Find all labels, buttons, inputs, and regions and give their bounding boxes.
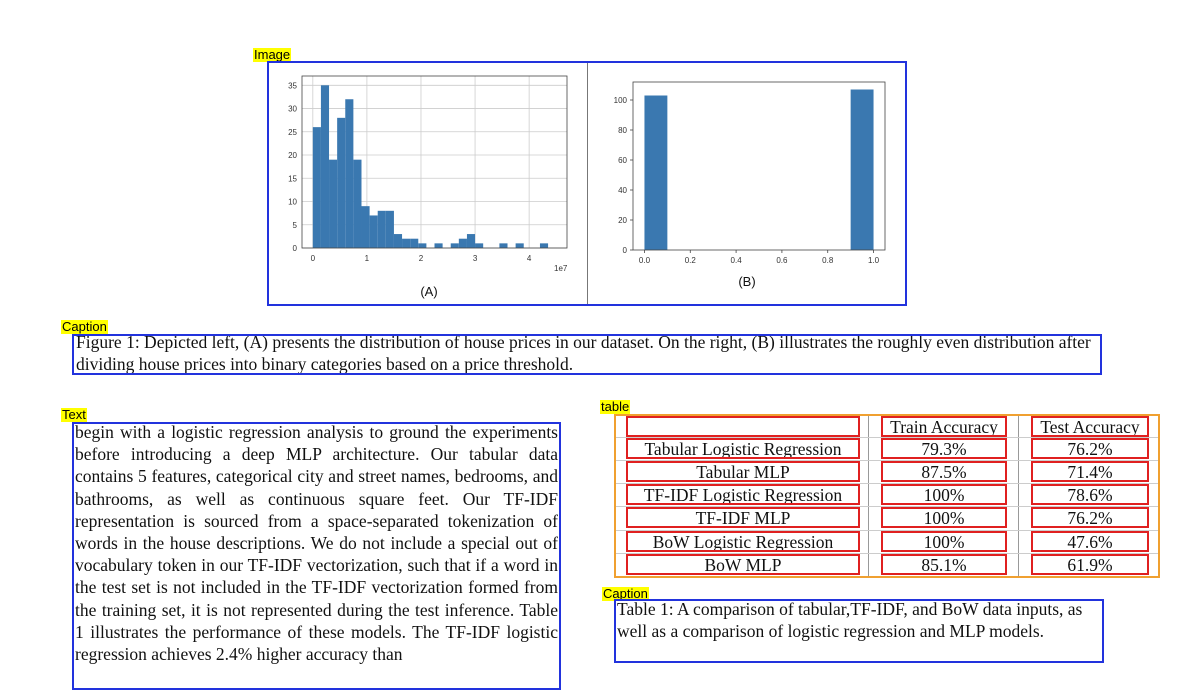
x-tick-label: 3 [473,254,478,263]
table-cell: 78.6% [1031,484,1149,505]
histogram-bar [385,210,394,248]
table-row-rule [616,483,1158,484]
y-tick-label: 30 [288,105,297,114]
y-tick-label: 20 [288,151,297,160]
layout-label-caption: Caption [61,319,108,334]
y-tick-label: 15 [288,174,297,183]
panel-label-a: (A) [420,284,437,299]
x-tick-label: 2 [419,254,424,263]
layout-label-image: Image [253,47,292,62]
histogram-bar [410,238,419,248]
figure-region: 0 5 10 15 20 25 30 35 0 1 2 3 4 1e7 (A) 0 20 40 60 80 10… [267,61,907,306]
table-cell: Tabular Logistic Regression [626,438,860,459]
y-tick-label: 5 [293,221,298,230]
x-tick-label: 0.6 [776,256,788,265]
table-column-separator [1018,416,1019,576]
histogram-bar [539,243,549,248]
histogram-bar [320,85,330,248]
table-caption-text: Table 1: A comparison of tabular,TF-IDF,… [617,599,1083,641]
table-cell: 100% [881,484,1007,505]
histogram-bar [377,210,386,248]
plot-frame [301,75,568,249]
y-tick-label: 0 [293,244,298,253]
histogram-bar [361,206,370,248]
table-cell: TF-IDF MLP [626,507,860,528]
histogram-bar [337,117,346,249]
y-tick-label: 40 [618,186,627,195]
table-cell: 61.9% [1031,554,1149,575]
layout-label-caption-2: Caption [602,586,649,601]
table-cell: TF-IDF Logistic Regression [626,484,860,505]
table-cell: 76.2% [1031,438,1149,459]
histogram-bar [458,238,467,248]
x-tick-label: 0.4 [731,256,743,265]
x-tick-label: 0.0 [639,256,651,265]
histogram-bar [850,89,874,250]
figure-divider [587,63,588,304]
table-caption: Table 1: A comparison of tabular,TF-IDF,… [614,599,1104,663]
y-tick-label: 80 [618,126,627,135]
layout-label-text: Text [61,407,87,422]
table-cell: BoW MLP [626,554,860,575]
histogram-bar [329,159,338,248]
plot-frame [632,81,886,251]
table-header-cell: Train Accuracy [881,416,1007,437]
table-row-rule [616,460,1158,461]
histogram-bar [515,243,524,248]
histogram-bar [345,99,354,248]
table-cell: 87.5% [881,461,1007,482]
histogram-bar [644,95,668,250]
table-cell: 71.4% [1031,461,1149,482]
table-cell: 76.2% [1031,507,1149,528]
histogram-bar [353,159,362,248]
histogram-bar [450,243,459,248]
y-tick-label: 10 [288,198,297,207]
x-exponent-label: 1e7 [554,264,568,273]
results-table: Train Accuracy Test Accuracy Tabular Logis… [614,414,1160,578]
table-row-rule [616,506,1158,507]
histogram-bar [475,243,484,248]
y-tick-label: 20 [618,216,627,225]
table-header-cell [626,416,860,437]
histogram-bar [369,215,378,248]
histogram-chart-b: 0 20 40 60 80 100 0.0 0.2 0.4 0.6 0.8 1.0 (B) [614,81,886,289]
x-tick-label: 4 [527,254,532,263]
table-header-cell: Test Accuracy [1031,416,1149,437]
x-tick-label: 1.0 [868,256,880,265]
y-tick-label: 60 [618,156,627,165]
table-cell: 100% [881,531,1007,552]
table-cell: Tabular MLP [626,461,860,482]
table-cell: 79.3% [881,438,1007,459]
histogram-bar [466,234,476,248]
y-tick-label: 100 [614,96,628,105]
table-cell: 47.6% [1031,531,1149,552]
x-tick-label: 1 [365,254,370,263]
table-row-rule [616,437,1158,438]
panel-label-b: (B) [738,274,755,289]
y-tick-label: 0 [623,246,628,255]
x-tick-label: 0.2 [685,256,697,265]
histogram-bar [402,238,411,248]
y-tick-label: 35 [288,81,297,90]
table-cell: 85.1% [881,554,1007,575]
histogram-chart-a: 0 5 10 15 20 25 30 35 0 1 2 3 4 1e7 (A) [288,75,568,299]
y-tick-label: 25 [288,128,297,137]
histogram-bar [312,127,321,248]
x-tick-label: 0 [311,254,316,263]
histogram-bar [393,234,403,248]
table-cell: 100% [881,507,1007,528]
table-column-separator [868,416,869,576]
histogram-bar [434,243,443,248]
body-paragraph: begin with a logistic regression analysi… [75,422,558,665]
table-cell: BoW Logistic Regression [626,531,860,552]
table-row-rule [616,530,1158,531]
x-tick-label: 0.8 [822,256,834,265]
body-text-block: begin with a logistic regression analysi… [72,422,561,690]
layout-label-table: table [600,399,631,414]
histogram-bar [418,243,427,248]
histogram-bar [499,243,508,248]
figure-caption: Figure 1: Depicted left, (A) presents th… [72,334,1102,375]
figure-caption-text: Figure 1: Depicted left, (A) presents th… [76,334,1091,374]
table-row-rule [616,553,1158,554]
